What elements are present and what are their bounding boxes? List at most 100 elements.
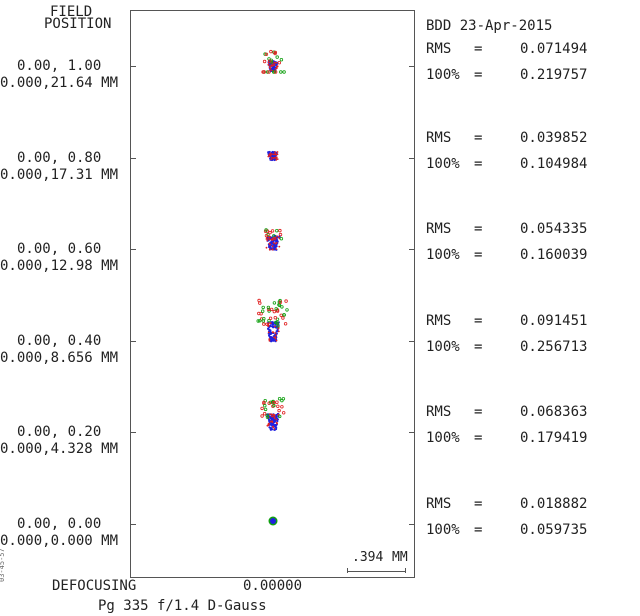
spot-core xyxy=(275,64,278,67)
spot-core xyxy=(276,330,279,333)
p100-label: 100% xyxy=(426,339,460,355)
flare-ray xyxy=(283,322,288,326)
scale-bar-unit: MM xyxy=(392,550,408,565)
spot-core xyxy=(268,422,270,425)
flare-ray xyxy=(267,318,271,323)
spot-core xyxy=(270,158,272,161)
flare-ray xyxy=(262,412,267,416)
spot-core xyxy=(277,330,280,333)
spot-core xyxy=(267,151,270,154)
flare-ray xyxy=(264,228,268,232)
spot-core xyxy=(269,337,272,340)
spot-core xyxy=(276,153,279,156)
frame-tick-left xyxy=(130,432,136,433)
spot-core xyxy=(275,67,278,70)
flare-ray xyxy=(278,298,282,303)
flare-ray xyxy=(260,406,264,411)
rms-eq: = xyxy=(474,313,483,329)
p100-value: 0.104984 xyxy=(520,156,588,172)
flare-ray xyxy=(274,307,278,311)
spot-core xyxy=(270,518,276,524)
spot-core xyxy=(272,153,275,156)
frame-tick-left xyxy=(130,249,136,250)
p100-eq: = xyxy=(474,247,483,263)
rms-label: RMS xyxy=(426,221,452,237)
flare-ray xyxy=(268,316,273,320)
p100-value: 0.059735 xyxy=(520,522,588,538)
flare-ray xyxy=(272,403,276,408)
spot-core xyxy=(277,327,280,330)
flare-ray xyxy=(273,70,278,74)
spot-core xyxy=(268,245,271,248)
spot-core xyxy=(273,336,275,339)
spot-core xyxy=(269,67,272,70)
flare-ray xyxy=(275,317,280,321)
frame-tick-left xyxy=(130,341,136,342)
flare-ray xyxy=(257,298,261,303)
frame-tick-right xyxy=(409,66,415,67)
field-rel: 0.00, 1.00 xyxy=(17,58,102,74)
p100-eq: = xyxy=(474,67,483,83)
rms-eq: = xyxy=(474,496,483,512)
spot-core xyxy=(276,235,278,238)
flare-ray xyxy=(263,407,268,412)
rms-value: 0.091451 xyxy=(520,313,588,329)
spot-core xyxy=(267,331,270,334)
rms-value: 0.054335 xyxy=(520,221,588,237)
flare-ray xyxy=(279,313,283,317)
flare-ray xyxy=(258,319,262,323)
field-abs: 0.000,4.328 MM xyxy=(0,441,119,457)
rms-label: RMS xyxy=(426,404,452,420)
flare-ray xyxy=(266,305,271,310)
flare-ray xyxy=(269,49,273,54)
field-abs: 0.000,0.000 MM xyxy=(0,533,119,549)
spot-core xyxy=(272,157,275,160)
spot-core xyxy=(268,153,271,156)
spot-core xyxy=(276,151,279,153)
rms-value: 0.039852 xyxy=(520,130,588,146)
spot-core xyxy=(273,427,276,430)
flare-ray xyxy=(274,320,278,325)
spot-core xyxy=(274,152,277,155)
rms-label: RMS xyxy=(426,496,452,512)
spot-core xyxy=(266,239,269,242)
spot-core xyxy=(269,332,272,336)
spot-core xyxy=(274,151,276,154)
spot-core xyxy=(267,64,270,66)
flare-ray xyxy=(280,398,284,403)
frame-tick-left xyxy=(130,524,136,525)
flare-ray xyxy=(275,400,279,404)
p100-label: 100% xyxy=(426,156,460,172)
flare-ray xyxy=(270,307,274,312)
spot-core xyxy=(267,327,270,330)
spot-core xyxy=(273,325,276,328)
spot-core xyxy=(274,245,277,248)
rms-label: RMS xyxy=(426,41,452,57)
flare-ray xyxy=(278,232,283,237)
spot-core xyxy=(275,61,278,64)
flare-ray xyxy=(266,307,271,312)
spot-core xyxy=(271,65,273,67)
flare-ray xyxy=(276,404,280,408)
flare-ray xyxy=(265,413,269,417)
flare-ray xyxy=(268,230,272,235)
spot-core xyxy=(278,245,281,248)
spot-core xyxy=(268,322,271,324)
p100-label: 100% xyxy=(426,430,460,446)
rms-label: RMS xyxy=(426,313,452,329)
flare-ray xyxy=(264,52,269,56)
spot-core xyxy=(270,69,272,71)
flare-ray xyxy=(261,305,265,310)
flare-ray xyxy=(257,311,261,316)
flare-ray xyxy=(262,59,267,64)
flare-ray xyxy=(280,305,284,309)
flare-ray xyxy=(284,299,288,303)
spot-core xyxy=(276,65,278,68)
p100-value: 0.160039 xyxy=(520,247,588,263)
defocusing-label: DEFOCUSING xyxy=(52,578,137,594)
flare-ray xyxy=(267,309,271,313)
flare-ray xyxy=(282,70,286,74)
spot-core xyxy=(272,425,274,428)
flare-ray xyxy=(273,51,277,56)
